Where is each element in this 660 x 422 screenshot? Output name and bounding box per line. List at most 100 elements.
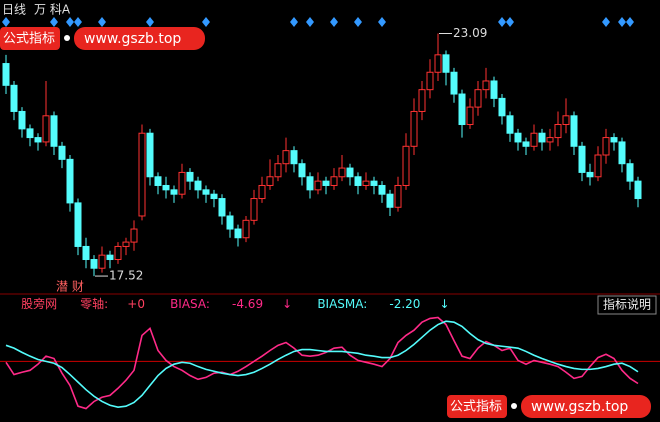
candle-body [258, 184, 266, 200]
candle-body [106, 254, 114, 261]
candle-body [418, 89, 426, 112]
candle-body [610, 137, 618, 143]
series-name: BIASA: [170, 297, 210, 311]
signal-marker [626, 17, 634, 27]
candle-body [298, 163, 306, 178]
candle-body [306, 176, 314, 191]
candle-body [474, 89, 482, 108]
series-trend: ↓ [440, 297, 450, 311]
url: www.gszb.top [84, 31, 181, 47]
signal-marker [498, 17, 506, 27]
candle-body [146, 132, 154, 178]
candle-body [314, 180, 322, 191]
candle-body [202, 189, 210, 195]
candle-body [386, 193, 394, 208]
watermark-bottom: 公式指标 www.gszb.top [447, 395, 651, 418]
candle-body [194, 180, 202, 191]
candle-body [274, 163, 282, 178]
candle-body [618, 141, 626, 165]
stock-title: 万 科A [34, 3, 71, 17]
candle-body [450, 71, 458, 95]
candle-body [122, 241, 130, 247]
source: 股旁网 [21, 296, 57, 311]
candle-body [354, 176, 362, 186]
candle-body [594, 154, 602, 178]
candle-body [34, 137, 42, 143]
candle-body [10, 84, 18, 112]
signal-marker [202, 17, 210, 27]
signal-marker [74, 17, 82, 27]
candle-body [458, 93, 466, 126]
candle-body [602, 137, 610, 156]
candle-body [402, 145, 410, 186]
candle-body [490, 80, 498, 99]
signal-marker [50, 17, 58, 27]
candle-body [98, 254, 106, 269]
badge-label: 公式指标 [3, 32, 55, 47]
badge-dot [511, 403, 517, 409]
candle-body [234, 228, 242, 239]
candle-body [170, 189, 178, 195]
candle-body [250, 198, 258, 221]
signal-marker [378, 17, 386, 27]
candle-body [626, 163, 634, 182]
candle-body [426, 71, 434, 91]
candle-body [362, 180, 370, 186]
candle-body [50, 115, 58, 147]
candle-body [154, 176, 162, 186]
candle-body [330, 176, 338, 186]
series-name: BIASMA: [317, 297, 367, 311]
candle-body [2, 63, 10, 86]
series-line [5, 320, 639, 408]
candle-body [346, 167, 354, 178]
candle-body [410, 110, 418, 147]
candle-body [226, 215, 234, 230]
candle-body [578, 145, 586, 173]
candle-body [210, 193, 218, 200]
candle-body [114, 245, 122, 261]
candle-body [338, 167, 346, 178]
badge-label: 公式指标 [450, 400, 502, 415]
signal-marker [354, 17, 362, 27]
candle-body [586, 171, 594, 178]
candle-body [378, 184, 386, 195]
zero-line-name: 零轴: [80, 296, 108, 311]
candle-body [506, 115, 514, 134]
candle-body [42, 115, 50, 143]
candle-body [162, 184, 170, 191]
badge-dot [64, 35, 70, 41]
annotation: 潜 财 [56, 280, 84, 294]
watermark-top: 公式指标 www.gszb.top [0, 27, 205, 50]
candle-body [130, 228, 138, 243]
url-pill [74, 27, 205, 50]
candle-body [18, 110, 26, 130]
candle-body [370, 180, 378, 186]
candle-body [322, 180, 330, 186]
candle-body [538, 132, 546, 143]
candle-body [290, 150, 298, 165]
candle-body [82, 245, 90, 261]
candle-body [394, 184, 402, 208]
signal-marker [330, 17, 338, 27]
candle-body [186, 171, 194, 182]
signal-marker [506, 17, 514, 27]
candle-body [74, 202, 82, 247]
candle-body [442, 54, 450, 73]
indicator-header: 股旁网 零轴: +0 BIASA: -4.69 ↓ BIASMA: -2.20 … [2, 296, 461, 311]
signal-marker [602, 17, 610, 27]
candle-body [66, 158, 74, 204]
series-line [5, 316, 639, 410]
help-button-label[interactable]: 指标说明 [603, 297, 651, 312]
help-button-box[interactable] [597, 295, 657, 315]
help-button[interactable]: 指标说明 [597, 295, 657, 315]
series-trend: ↓ [282, 297, 292, 311]
zero-line-label: +0 [127, 297, 145, 311]
candle-body [218, 198, 226, 217]
url-pill [521, 395, 651, 418]
candle-body [138, 132, 146, 217]
candle-body [482, 80, 490, 91]
candle-body [434, 54, 442, 73]
signal-marker [290, 17, 298, 27]
url: www.gszb.top [531, 399, 628, 415]
